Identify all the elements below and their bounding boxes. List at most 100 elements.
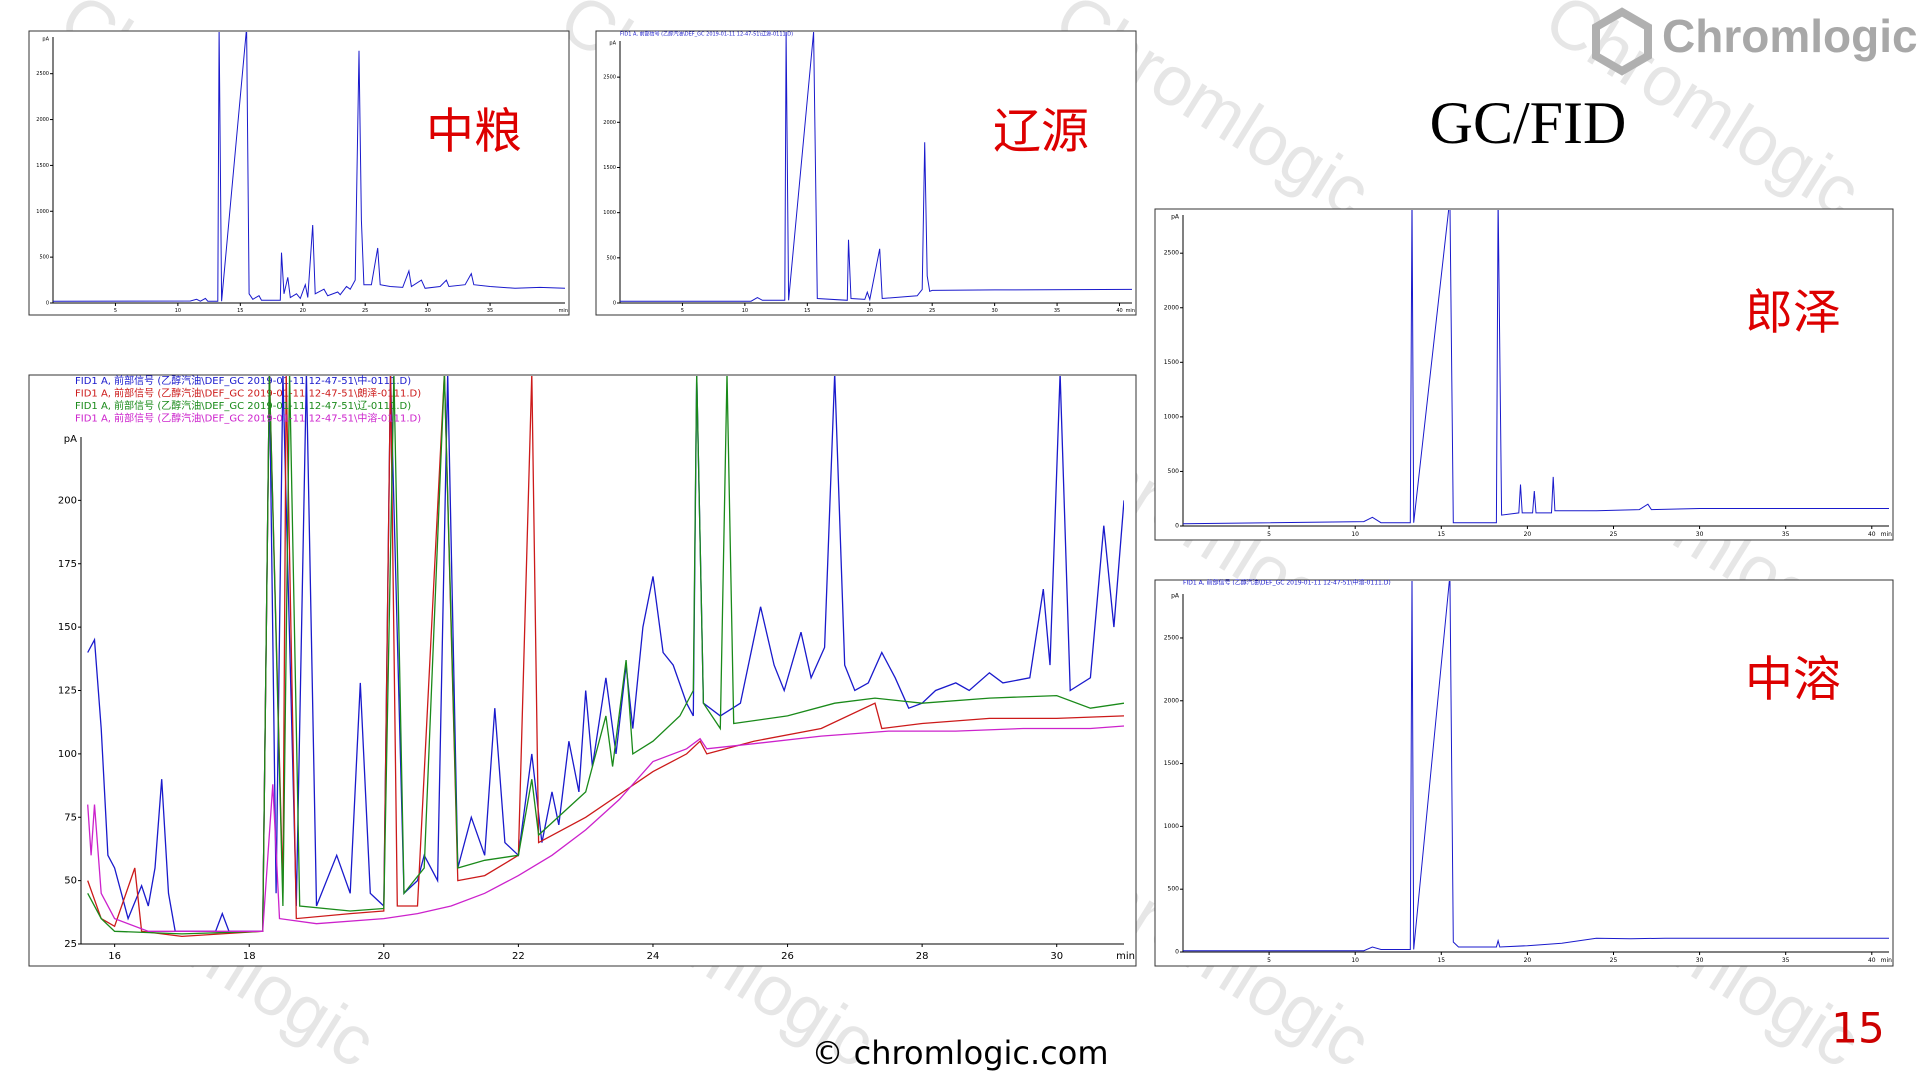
page-number: 15 <box>1831 1004 1884 1053</box>
x-tick-label: 35 <box>487 308 493 314</box>
y-tick-label: 2000 <box>1164 697 1179 704</box>
x-tick-label: 40 <box>1868 531 1876 538</box>
y-tick-label: 500 <box>606 255 616 261</box>
x-tick-label: 24 <box>647 951 660 962</box>
y-tick-label: 0 <box>613 301 616 307</box>
x-tick-label: 35 <box>1782 957 1790 964</box>
y-tick-label: 150 <box>58 622 77 633</box>
x-tick-label: 25 <box>362 308 368 314</box>
y-tick-label: 100 <box>58 749 77 760</box>
x-tick-label: 22 <box>512 951 525 962</box>
legend-entry: FID1 A, 前部信号 (乙醇汽油\DEF_GC 2019-01-11 12-… <box>75 387 421 400</box>
y-tick-label: 1000 <box>603 210 616 216</box>
x-tick-label: 25 <box>929 308 935 314</box>
x-tick-label: 15 <box>804 308 810 314</box>
y-axis-label: pA <box>609 41 616 47</box>
x-tick-label: 30 <box>1696 531 1704 538</box>
chart-panel: 0 500 1000 1500 2000 2500 5 10 15 20 25 30 35 40 pA min… <box>1154 579 1894 967</box>
y-tick-label: 2500 <box>1164 250 1179 257</box>
x-tick-label: 10 <box>175 308 181 314</box>
trace <box>87 376 1124 932</box>
sample-label: 郎泽 <box>1745 285 1841 341</box>
y-tick-label: 1000 <box>36 209 49 215</box>
legend-entry: FID1 A, 前部信号 (乙醇汽油\DEF_GC 2019-01-11 12-… <box>75 399 411 412</box>
panel-frame <box>1154 579 1894 967</box>
x-tick-label: 15 <box>1437 531 1445 538</box>
y-tick-label: 2500 <box>36 71 49 77</box>
y-tick-label: 500 <box>39 255 49 261</box>
x-axis-label: min <box>1881 531 1893 538</box>
y-tick-label: 2000 <box>36 117 49 123</box>
y-tick-label: 0 <box>1175 523 1179 530</box>
x-tick-label: 30 <box>991 308 997 314</box>
y-tick-label: 175 <box>58 559 77 570</box>
legend-entry: FID1 A, 前部信号 (乙醇汽油\DEF_GC 2019-01-11 12-… <box>75 374 411 387</box>
y-tick-label: 2500 <box>603 75 616 81</box>
y-tick-label: 1500 <box>603 165 616 171</box>
trace <box>87 725 1124 932</box>
legend-entry: FID1 A, 前部信号 (乙醇汽油\DEF_GC 2019-01-11 12-… <box>620 31 793 38</box>
y-tick-label: 25 <box>64 939 77 950</box>
y-tick-label: 0 <box>46 301 49 307</box>
y-tick-label: 50 <box>64 876 77 887</box>
panel-frame <box>28 374 1137 967</box>
trace <box>87 376 1124 938</box>
x-tick-label: 30 <box>424 308 430 314</box>
x-tick-label: 40 <box>1116 308 1122 314</box>
x-tick-label: 18 <box>243 951 256 962</box>
x-tick-label: 26 <box>781 951 794 962</box>
chart-panel: 0 500 1000 1500 2000 2500 5 10 15 20 25 30 35 40 pA min… <box>1154 208 1894 541</box>
panel-frame <box>595 30 1137 316</box>
x-tick-label: 28 <box>916 951 929 962</box>
trace <box>53 32 565 302</box>
x-axis-label: min <box>1881 957 1893 964</box>
slide-title: GC/FID <box>1430 90 1627 156</box>
y-axis-label: pA <box>1171 214 1180 221</box>
sample-label: 中溶 <box>1745 652 1841 708</box>
trace <box>87 376 1124 935</box>
y-tick-label: 1500 <box>36 163 49 169</box>
x-axis-label: min <box>559 308 568 314</box>
y-tick-label: 1500 <box>1164 359 1179 366</box>
trace <box>1183 210 1889 525</box>
x-tick-label: 25 <box>1610 957 1618 964</box>
x-tick-label: 10 <box>1351 531 1359 538</box>
y-tick-label: 75 <box>64 812 77 823</box>
x-axis-label: min <box>1116 951 1135 962</box>
panel-frame <box>1154 208 1894 541</box>
x-tick-label: 35 <box>1782 531 1790 538</box>
x-tick-label: 20 <box>1524 531 1532 538</box>
y-tick-label: 1000 <box>1164 823 1179 830</box>
chart-panel: 0 500 1000 1500 2000 2500 5 10 15 20 25 30 35 40 pA min… <box>595 30 1137 316</box>
panel-frame <box>28 30 570 316</box>
x-tick-label: 10 <box>1351 957 1359 964</box>
y-axis-label: pA <box>64 434 77 445</box>
trace <box>1183 581 1889 952</box>
x-tick-label: 20 <box>867 308 873 314</box>
x-tick-label: 20 <box>1524 957 1532 964</box>
logo-text: Chromlogic <box>1662 10 1918 62</box>
x-tick-label: 16 <box>108 951 121 962</box>
sample-label: 中粮 <box>426 104 522 160</box>
y-tick-label: 500 <box>1168 886 1180 893</box>
x-axis-label: min <box>1126 308 1135 314</box>
legend-entry: FID1 A, 前部信号 (乙醇汽油\DEF_GC 2019-01-11 12-… <box>1183 579 1391 587</box>
logo: Chromlogic <box>1592 7 1918 76</box>
x-tick-label: 30 <box>1696 957 1704 964</box>
y-tick-label: 2000 <box>603 120 616 126</box>
legend-entry: FID1 A, 前部信号 (乙醇汽油\DEF_GC 2019-01-11 12-… <box>75 412 421 425</box>
y-tick-label: 125 <box>58 686 77 697</box>
x-tick-label: 5 <box>1267 531 1271 538</box>
x-tick-label: 5 <box>1267 957 1271 964</box>
x-tick-label: 30 <box>1050 951 1063 962</box>
y-tick-label: 2000 <box>1164 304 1179 311</box>
x-tick-label: 25 <box>1610 531 1618 538</box>
x-tick-label: 15 <box>237 308 243 314</box>
y-axis-label: pA <box>1171 593 1180 600</box>
x-tick-label: 5 <box>681 308 684 314</box>
y-tick-label: 1000 <box>1164 413 1179 420</box>
y-tick-label: 0 <box>1175 949 1179 956</box>
trace <box>620 32 1132 302</box>
